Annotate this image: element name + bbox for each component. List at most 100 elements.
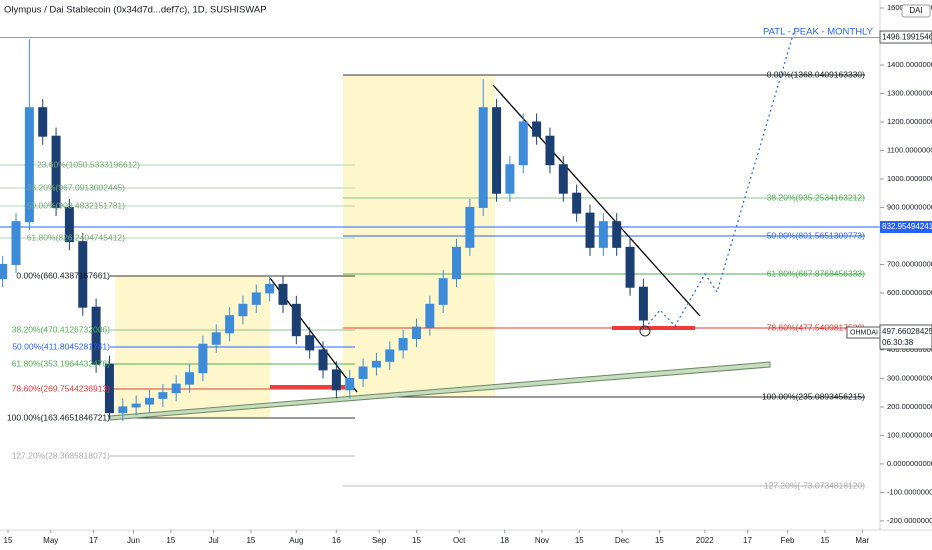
candle-body [225,315,235,334]
x-tick-label: 15 [820,536,829,545]
candle-body [371,360,381,368]
fib-right-labels: 0.00%(1368.0409163330) 38.20%(935.253416… [762,69,865,490]
candle-body [211,332,221,345]
candle-body [251,292,261,305]
fib-label: 61.80%(353.1964432476) [12,358,110,368]
x-tick-label: Jun [127,536,140,545]
candle-body [305,335,315,351]
candle-body [425,303,435,328]
candle-body [478,107,488,208]
candle-body [518,121,528,166]
x-tick-label: 16 [332,536,341,545]
candle-body [118,406,128,414]
x-tick-label: 15 [246,536,255,545]
candle-body [265,283,275,294]
x-tick-label: Aug [289,536,303,545]
x-tick-label: 15 [655,536,664,545]
candle-body [625,246,635,288]
fib-label: 100.00%(163.4651846721) [7,412,110,422]
y-tick-label: 1100.0000000000 [887,145,932,154]
y-tick-label: -200.0000000000 [887,516,932,525]
y-tick-label: 1200.0000000000 [887,117,932,126]
candle-body [331,369,341,391]
fib-label: 78.60%(477.5409817538) [767,322,865,332]
candle-body [398,338,408,351]
x-tick-label: Oct [453,536,466,545]
y-tick-label: 300.0000000000 [887,373,932,382]
y-tick-label: 1400.0000000000 [887,60,932,69]
x-axis: 15 May 17 Jun 15 Jul 15 Aug 16 Sep 15 Oct 18 Nov 15 Dec… [4,530,870,545]
candle-body [291,303,301,337]
support-bar [612,326,695,330]
y-tick-label: 1000.0000000000 [887,174,932,183]
y-tick-label: -100.0000000000 [887,487,932,496]
candle-body [452,246,462,280]
candle-body [438,278,448,305]
candles [0,39,648,422]
candle-body [318,349,328,371]
symbol-text: OHMDAI [850,329,878,336]
last-price: 497.6602842564 [882,327,932,336]
candle-body [411,326,421,340]
channel [109,361,771,421]
level-badge-text: 832.9549424189 [882,222,932,231]
fib-label: 38.20%(470.4126732006) [12,324,110,334]
candle-body [91,306,101,365]
candle-body [465,206,475,248]
candle-body [78,241,88,308]
candle-body [385,349,395,362]
fib-label: 50.00%(908.4832151781) [27,200,125,210]
y-tick-label: 900.0000000000 [887,202,932,211]
y-tick-label: 600.0000000000 [887,288,932,297]
candle-body [185,372,195,385]
candle-body [492,107,502,194]
candle-body [345,377,355,391]
candle-body [38,107,48,137]
candle-body [572,192,582,214]
candle-body [51,135,61,208]
fib-label: 61.80%(667.8768456333) [767,268,865,278]
candle-body [545,135,555,166]
fib-label: 61.80%(826.2404745412) [27,232,125,242]
candle-body [145,397,155,405]
fib-label: 38.20%(935.2534163212) [767,192,865,202]
x-tick-label: Mar [855,536,869,545]
candle-body [11,221,21,265]
fib-left-labels: 0.00%(660.4387167661) 38.20%(470.4126732… [7,159,140,460]
candle-body [278,283,288,305]
candle-body [131,403,141,408]
x-tick-label: Nov [535,536,549,545]
currency[interactable]: DAI [909,6,922,15]
candle-body [171,383,181,394]
price-badge [879,324,932,350]
candle-body [558,164,568,194]
fib-label: 100.00%(235.0893456215) [762,391,865,401]
fib-label: 50.00%(801.5651309773) [767,230,865,240]
y-tick-label: 700.0000000000 [887,259,932,268]
countdown: 06:30:38 [882,338,914,347]
peak-badge-text: 1496.1991546773 [882,33,932,42]
y-tick-label: 200.0000000000 [887,402,932,411]
candle-body [532,121,542,137]
candle-body [238,303,248,317]
candle-body [612,221,622,248]
fib-label: 127.20%(28.3685818071) [12,450,110,460]
projection [644,27,796,329]
level-badge [880,221,932,233]
support-bar [270,385,345,389]
x-tick-label: Feb [781,536,795,545]
x-tick-label: 2022 [696,536,714,545]
candle-body [158,392,168,399]
y-tick-label: 100.0000000000 [887,430,932,439]
price-axis [880,0,932,550]
candle-body [598,221,608,248]
circle-marker [639,325,651,337]
candle-body [104,363,114,414]
currency-badge[interactable] [901,4,931,18]
fib-label: 23.60%(1050.5333196612) [37,159,140,169]
candle-body [638,286,648,321]
candle-body [358,366,368,379]
x-tick-label: 18 [500,536,509,545]
x-tick-label: May [43,536,58,545]
x-tick-label: Sep [372,536,387,545]
